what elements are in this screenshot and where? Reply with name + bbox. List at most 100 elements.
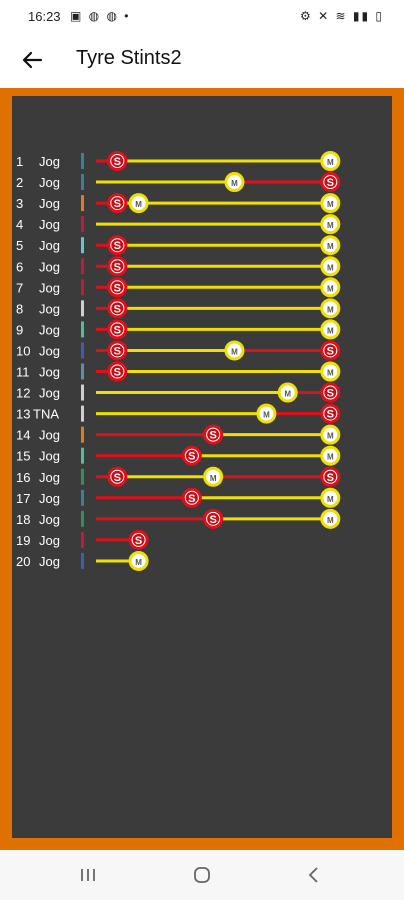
- team-color-bar: [81, 405, 84, 422]
- driver-row: 8 Jog S M: [16, 298, 341, 319]
- team-color-bar: [81, 321, 84, 338]
- home-icon: [194, 867, 210, 883]
- team-color-bar: [81, 279, 84, 296]
- back-button[interactable]: [16, 44, 48, 76]
- soft-tyre-core: [324, 386, 337, 399]
- tyre-compound-label: S: [327, 388, 334, 400]
- system-back-button[interactable]: [294, 860, 334, 890]
- team-color-bar: [81, 342, 84, 359]
- driver-position: 16: [16, 470, 30, 485]
- medium-tyre-core: [324, 365, 337, 378]
- tyre-compound-label: M: [327, 432, 334, 441]
- soft-tyre-core: [324, 470, 337, 483]
- driver-position: 5: [16, 238, 23, 253]
- notification-icons: ▣ ◍ ◍ •: [70, 9, 131, 23]
- driver-name: Jog: [39, 554, 60, 569]
- tyre-compound-label: M: [231, 347, 238, 356]
- driver-position: 12: [16, 386, 30, 401]
- page-title: Tyre Stints2: [76, 47, 182, 69]
- driver-name: Jog: [39, 175, 60, 190]
- driver-position: 19: [16, 533, 30, 548]
- driver-row: 3 Jog S M M: [16, 193, 341, 214]
- driver-row: 9 Jog S M: [16, 319, 341, 340]
- driver-name: Jog: [39, 259, 60, 274]
- tyre-compound-label: S: [114, 472, 121, 484]
- driver-row: 14 Jog S M: [16, 424, 341, 445]
- soft-tyre-core: [324, 344, 337, 357]
- soft-tyre-core: [111, 344, 124, 357]
- system-icons: ⚙ ✕ ≋ ▮▮ ▯: [299, 9, 384, 23]
- soft-tyre-core: [111, 302, 124, 315]
- soft-tyre-core: [111, 260, 124, 273]
- driver-row: 13 TNA M S: [16, 403, 341, 424]
- driver-name: Jog: [39, 322, 60, 337]
- soft-tyre-core: [207, 428, 220, 441]
- driver-position: 20: [16, 554, 30, 569]
- tyre-compound-label: S: [114, 345, 121, 357]
- medium-tyre-core: [324, 281, 337, 294]
- driver-row: 7 Jog S M: [16, 277, 341, 298]
- driver-name: Jog: [39, 365, 60, 380]
- tyre-compound-label: S: [327, 472, 334, 484]
- medium-tyre-core: [207, 470, 220, 483]
- tyre-compound-label: S: [114, 282, 121, 294]
- home-button[interactable]: [182, 860, 222, 890]
- medium-tyre-core: [132, 554, 145, 567]
- driver-position: 6: [16, 259, 23, 274]
- tyre-compound-label: S: [114, 367, 121, 379]
- driver-name: Jog: [39, 238, 60, 253]
- driver-position: 7: [16, 280, 23, 295]
- tyre-compound-label: M: [327, 158, 334, 167]
- tyre-compound-label: M: [327, 263, 334, 272]
- tyre-stints-svg: 1 Jog S M 2 Jog M S 3 Jog S M M 4 Jog M 5 Jog S M 6 Jog S M 7 Jog…: [16, 151, 341, 571]
- driver-position: 17: [16, 491, 30, 506]
- driver-row: 20 Jog M: [16, 550, 149, 571]
- soft-tyre-core: [185, 491, 198, 504]
- team-color-bar: [81, 426, 84, 443]
- driver-name: Jog: [39, 428, 60, 443]
- tyre-compound-label: S: [188, 493, 195, 505]
- medium-tyre-core: [324, 197, 337, 210]
- soft-tyre-core: [207, 512, 220, 525]
- medium-tyre-core: [324, 302, 337, 315]
- driver-position: 2: [16, 175, 23, 190]
- driver-position: 4: [16, 217, 23, 232]
- app-bar: Tyre Stints2: [0, 34, 404, 86]
- medium-tyre-core: [324, 449, 337, 462]
- soft-tyre-core: [111, 323, 124, 336]
- tyre-compound-label: M: [327, 242, 334, 251]
- driver-row: 18 Jog S M: [16, 508, 341, 529]
- driver-row: 12 Jog M S: [16, 382, 341, 403]
- tyre-compound-label: M: [327, 284, 334, 293]
- team-color-bar: [81, 363, 84, 380]
- soft-tyre-core: [111, 281, 124, 294]
- tyre-compound-label: S: [114, 156, 121, 168]
- driver-row: 5 Jog S M: [16, 235, 341, 256]
- team-color-bar: [81, 300, 84, 317]
- team-color-bar: [81, 195, 84, 212]
- driver-name: Jog: [39, 533, 60, 548]
- team-color-bar: [81, 216, 84, 233]
- driver-row: 11 Jog S M: [16, 361, 341, 382]
- tyre-compound-label: M: [210, 474, 217, 483]
- status-time: 16:23: [28, 9, 61, 24]
- arrow-left-icon: [22, 51, 43, 69]
- driver-name: Jog: [39, 386, 60, 401]
- tyre-compound-label: S: [114, 198, 121, 210]
- driver-row: 10 Jog S M S: [16, 340, 341, 361]
- soft-tyre-core: [185, 449, 198, 462]
- soft-tyre-core: [324, 176, 337, 189]
- driver-position: 3: [16, 196, 23, 211]
- driver-row: 1 Jog S M: [16, 151, 341, 171]
- driver-name: Jog: [39, 301, 60, 316]
- tyre-compound-label: M: [327, 453, 334, 462]
- driver-name: Jog: [39, 196, 60, 211]
- tyre-compound-label: S: [135, 535, 142, 547]
- team-color-bar: [81, 468, 84, 485]
- medium-tyre-core: [281, 386, 294, 399]
- driver-name: Jog: [39, 512, 60, 527]
- recents-button[interactable]: [68, 860, 108, 890]
- tyre-compound-label: M: [327, 200, 334, 209]
- driver-position: 9: [16, 322, 23, 337]
- driver-row: 6 Jog S M: [16, 256, 341, 277]
